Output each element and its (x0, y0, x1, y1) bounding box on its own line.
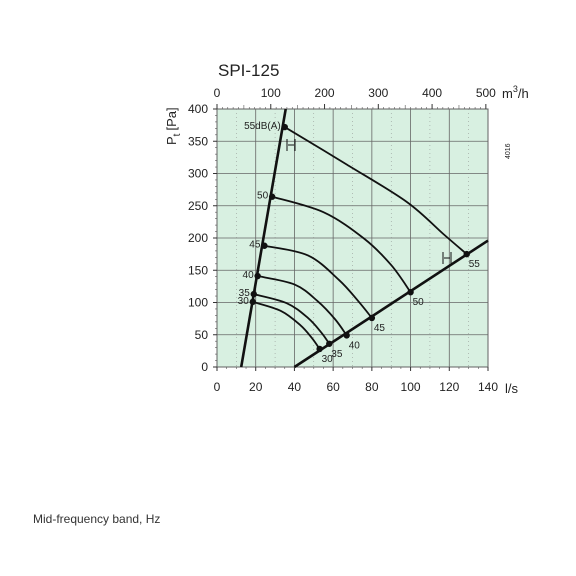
y-tick-label: 100 (188, 296, 208, 310)
x-tick-label: 60 (326, 380, 340, 394)
curve-label-bottom: 40 (349, 340, 361, 351)
top-unit-tail: /h (518, 86, 529, 101)
top-tick-label: 100 (261, 86, 281, 100)
curve-label-bottom: 50 (413, 297, 425, 308)
curve-end-point (316, 345, 323, 353)
curve-label-top: 30 (238, 296, 250, 307)
curve-start-point (281, 123, 288, 131)
curve-label-top: 50 (257, 191, 269, 202)
x-tick-label: 80 (365, 380, 379, 394)
chart-title: SPI-125 (218, 61, 279, 80)
chart-code: 4016 (505, 143, 512, 159)
curve-start-point (268, 193, 276, 200)
boundary-line (239, 108, 287, 368)
curve-label-top: 55dB(A) (244, 121, 281, 132)
curve-end-point (463, 250, 470, 258)
top-tick-label: 400 (422, 86, 442, 100)
y-tick-label: 200 (188, 231, 208, 245)
curve-label-bottom: 30 (322, 354, 334, 365)
curve-end-point (368, 314, 376, 322)
boundary-line (293, 239, 489, 369)
x-axis-label-bottom: l/s (505, 381, 519, 396)
curve-label-top: 35 (239, 288, 251, 299)
y-axis-label-subscript: t (172, 133, 183, 136)
top-unit-base: m (502, 86, 513, 101)
curve-label-top: 45 (249, 240, 261, 251)
top-tick-label: 0 (214, 86, 221, 100)
top-tick-label: 200 (315, 86, 335, 100)
noise-curve (284, 126, 468, 255)
y-tick-label: 400 (188, 102, 208, 116)
y-tick-label: 350 (188, 134, 208, 148)
curve-end-point (407, 288, 414, 296)
x-tick-label: 20 (249, 380, 263, 394)
curve-label-bottom: 35 (331, 349, 343, 360)
curve-start-point (254, 272, 261, 280)
curve-start-point (250, 290, 257, 298)
curve-end-point (343, 332, 350, 339)
y-tick-label: 250 (188, 199, 208, 213)
axes: 0 20 40 60 80 100 120 1400501001502002503003504… (188, 86, 498, 394)
curve-end-point (326, 340, 333, 347)
noise-curve (253, 293, 331, 345)
y-axis-label-symbol: P (164, 136, 179, 145)
caption: Mid-frequency band, Hz (33, 512, 161, 526)
top-tick-label: 300 (368, 86, 388, 100)
x-tick-label: 140 (478, 380, 498, 394)
x-tick-label: 0 (214, 380, 221, 394)
top-tick-label: 500 (476, 86, 496, 100)
y-tick-label: 300 (188, 167, 208, 181)
curve-label-bottom: 45 (374, 323, 386, 334)
x-tick-label: 100 (401, 380, 421, 394)
noise-curve (271, 195, 412, 293)
grid (216, 108, 489, 368)
curve-start-point (261, 242, 268, 249)
noise-curve (252, 300, 321, 350)
curve-label-bottom: 55 (469, 259, 481, 270)
y-axis-label: Pt [Pa] (164, 107, 183, 145)
x-axis-label-top: m3/h (502, 84, 529, 101)
noise-curve (257, 275, 348, 336)
y-tick-label: 150 (188, 263, 208, 277)
y-tick-label: 50 (195, 328, 209, 342)
y-tick-label: 0 (201, 360, 208, 374)
x-tick-label: 40 (288, 380, 302, 394)
y-axis-label-unit: [Pa] (164, 107, 179, 130)
svg-text:Pt[Pa]: Pt [Pa] (164, 107, 183, 145)
top-unit-exponent: 3 (513, 84, 518, 94)
noise-curve (264, 244, 373, 319)
x-tick-label: 120 (439, 380, 459, 394)
tolerance-bracket-top (286, 139, 296, 151)
tolerance-bracket-right (442, 252, 452, 264)
curve-label-top: 40 (243, 270, 255, 281)
curve-start-point (249, 298, 257, 306)
